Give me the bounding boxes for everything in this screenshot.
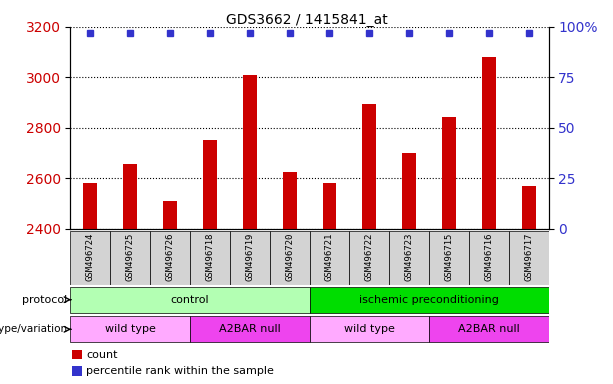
Text: A2BAR null: A2BAR null: [458, 324, 520, 334]
Text: control: control: [170, 295, 210, 305]
Bar: [270, 231, 310, 285]
Bar: [70, 231, 110, 285]
Bar: [190, 231, 230, 285]
Text: GSM496725: GSM496725: [126, 232, 135, 281]
Bar: [429, 316, 549, 342]
Text: GSM496720: GSM496720: [285, 232, 294, 281]
Bar: [110, 231, 150, 285]
Bar: [310, 231, 349, 285]
Bar: [482, 57, 496, 384]
Bar: [70, 287, 310, 313]
Bar: [310, 316, 429, 342]
Text: GSM496716: GSM496716: [484, 232, 493, 281]
Text: GSM496719: GSM496719: [245, 232, 254, 281]
Bar: [123, 164, 137, 384]
Text: ischemic preconditioning: ischemic preconditioning: [359, 295, 499, 305]
Text: GSM496723: GSM496723: [405, 232, 414, 281]
Text: count: count: [86, 350, 118, 360]
Text: protocol: protocol: [22, 295, 67, 305]
Bar: [389, 231, 429, 285]
Bar: [190, 316, 310, 342]
Bar: [322, 184, 337, 384]
Bar: [203, 141, 217, 384]
Bar: [243, 75, 257, 384]
Bar: [429, 231, 469, 285]
Bar: [83, 184, 97, 384]
Bar: [362, 104, 376, 384]
Bar: [469, 231, 509, 285]
Bar: [163, 201, 177, 384]
Bar: [70, 316, 190, 342]
Text: GSM496721: GSM496721: [325, 232, 334, 281]
Text: GSM496722: GSM496722: [365, 232, 374, 281]
Bar: [230, 231, 270, 285]
Text: wild type: wild type: [105, 324, 156, 334]
Bar: [310, 287, 549, 313]
Bar: [402, 153, 416, 384]
Text: GSM496717: GSM496717: [524, 232, 533, 281]
Text: GSM496726: GSM496726: [166, 232, 175, 281]
Text: GDS3662 / 1415841_at: GDS3662 / 1415841_at: [226, 13, 387, 27]
Bar: [349, 231, 389, 285]
Text: A2BAR null: A2BAR null: [219, 324, 281, 334]
Bar: [509, 231, 549, 285]
Text: wild type: wild type: [344, 324, 395, 334]
Text: GSM496724: GSM496724: [86, 232, 95, 281]
Bar: [72, 366, 82, 376]
Bar: [522, 186, 536, 384]
Text: GSM496718: GSM496718: [205, 232, 215, 281]
Text: percentile rank within the sample: percentile rank within the sample: [86, 366, 274, 376]
Bar: [72, 350, 82, 359]
Bar: [150, 231, 190, 285]
Bar: [283, 172, 297, 384]
Text: GSM496715: GSM496715: [444, 232, 454, 281]
Text: genotype/variation: genotype/variation: [0, 324, 67, 334]
Bar: [442, 116, 456, 384]
